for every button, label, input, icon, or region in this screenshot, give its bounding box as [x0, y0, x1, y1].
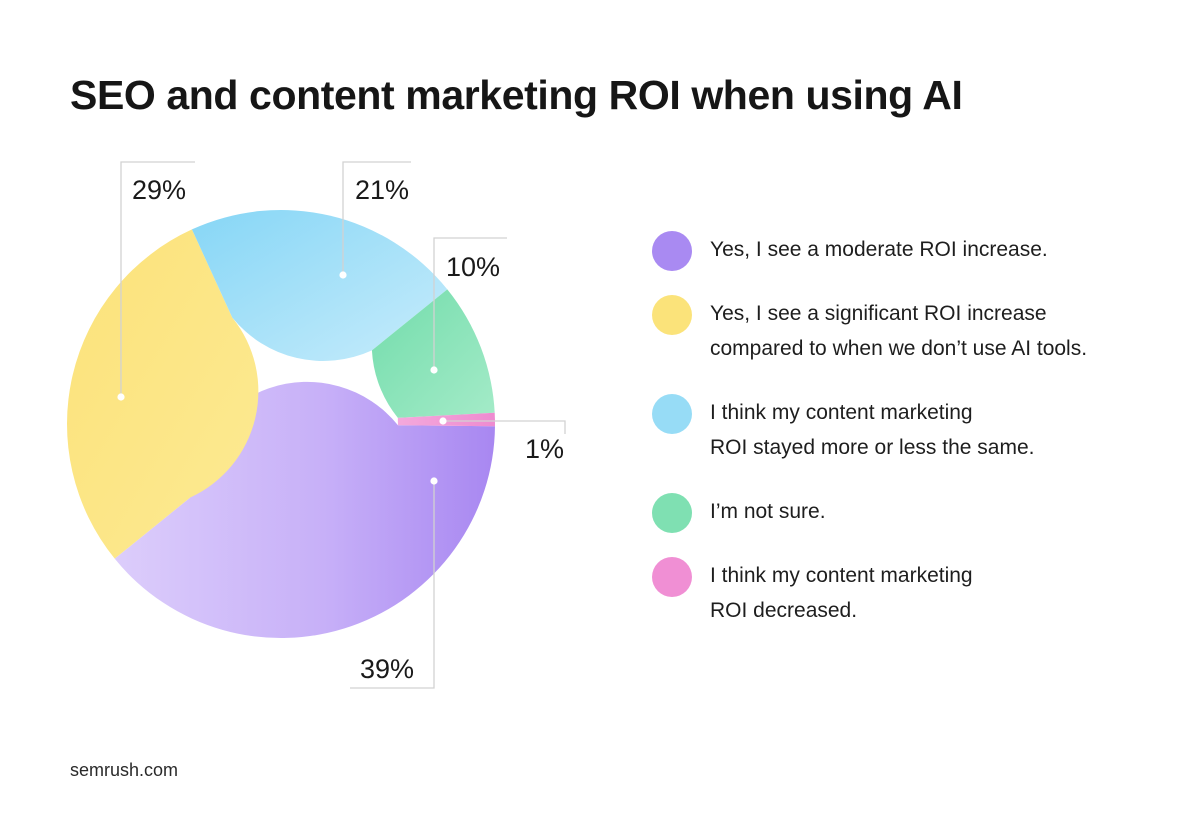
label-moderate-increase: 39% [360, 654, 414, 684]
leader-line [443, 420, 566, 434]
dot-same [339, 271, 347, 279]
legend-item-significant-increase: Yes, I see a significant ROI increase com… [652, 294, 1150, 366]
legend-swatch [652, 557, 692, 597]
legend-swatch [652, 295, 692, 335]
legend-swatch [652, 231, 692, 271]
legend-label: Yes, I see a significant ROI increase com… [710, 296, 1150, 366]
dot-significant-increase [117, 393, 125, 401]
leader-line [350, 481, 435, 689]
dot-decreased [439, 417, 447, 425]
legend-item-moderate-increase: Yes, I see a moderate ROI increase. [652, 230, 1150, 271]
legend-item-same: I think my content marketing ROI stayed m… [652, 393, 1150, 465]
legend-label-line: Yes, I see a significant ROI increase [710, 302, 1047, 325]
legend-label-line: I’m not sure. [710, 500, 826, 523]
source-credit: semrush.com [70, 760, 179, 780]
label-decreased: 1% [525, 434, 564, 464]
legend-label-line: ROI stayed more or less the same. [710, 436, 1035, 459]
leader-line [120, 161, 195, 397]
legend-label: I’m not sure. [710, 494, 1150, 529]
legend-swatch [652, 394, 692, 434]
slice-not-sure [371, 289, 495, 418]
legend-label-line: I think my content marketing [710, 564, 973, 587]
label-significant-increase: 29% [132, 175, 186, 205]
leader-line [433, 237, 507, 370]
legend-label-line: Yes, I see a moderate ROI increase. [710, 238, 1048, 261]
legend-label: Yes, I see a moderate ROI increase. [710, 232, 1150, 267]
legend-label-line: compared to when we don’t use AI tools. [710, 337, 1088, 360]
legend-label: I think my content marketing ROI decrease… [710, 558, 1150, 628]
legend-swatch [652, 493, 692, 533]
slice-decreased [397, 412, 495, 427]
dot-moderate-increase [430, 477, 438, 485]
legend-label: I think my content marketing ROI stayed m… [710, 395, 1150, 465]
leader-line [342, 161, 411, 275]
legend-label-line: ROI decreased. [710, 599, 858, 622]
legend-item-not-sure: I’m not sure. [652, 492, 1150, 533]
dot-not-sure [430, 366, 438, 374]
legend-item-decreased: I think my content marketing ROI decrease… [652, 556, 1150, 628]
slice-significant-increase [67, 229, 259, 559]
label-not-sure: 10% [446, 252, 500, 282]
slice-same [191, 210, 448, 361]
label-same: 21% [355, 175, 409, 205]
legend-label-line: I think my content marketing [710, 401, 973, 424]
chart-title: SEO and content marketing ROI when using… [70, 72, 963, 118]
